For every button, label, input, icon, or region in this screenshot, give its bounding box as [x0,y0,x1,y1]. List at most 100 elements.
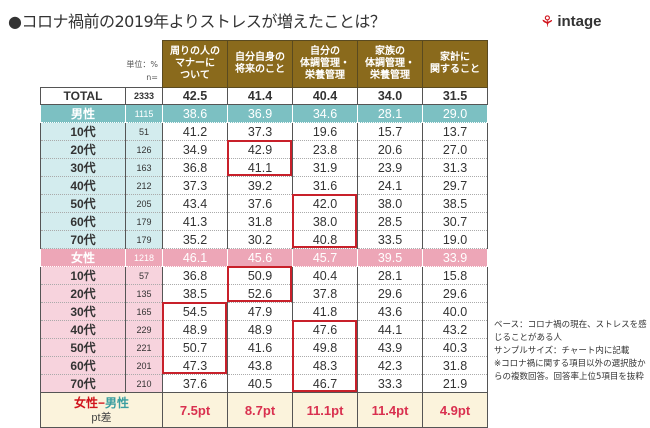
value-cell: 38.0 [357,194,423,213]
row-label: 10代 [40,122,126,141]
value-cell: 47.3 [162,356,228,375]
header-row: 周りの人の マナーに ついて 自分自身の 将来のこと 自分の 体調管理・ 栄養管理 家族の 体調管… [41,40,488,88]
male-age-row: 10代 51 41.2 37.3 19.6 15.7 13.7 [40,122,488,141]
diff-row: 女性−男性 pt差 7.5pt 8.7pt 11.1pt 11.4pt 4.9pt [40,392,488,428]
row-n: 201 [125,356,163,375]
value-cell: 38.5 [422,194,488,213]
value-cell: 40.4 [292,87,358,105]
diff-male: 男性 [105,395,130,410]
diff-value: 7.5pt [162,392,228,428]
diff-value: 11.1pt [292,392,358,428]
value-cell: 41.6 [227,338,293,357]
value-cell: 31.5 [422,87,488,105]
row-label: 男性 [40,104,126,123]
column-header: 自分自身の 将来のこと [227,40,293,88]
value-cell: 28.1 [357,104,423,123]
row-label: 30代 [40,158,126,177]
value-cell: 43.9 [357,338,423,357]
value-cell: 41.2 [162,122,228,141]
female-age-row: 30代 165 54.5 47.9 41.8 43.6 40.0 [40,302,488,321]
row-n: 165 [125,302,163,321]
value-cell: 50.7 [162,338,228,357]
note-base: ベース：コロナ禍の現在、ストレスを感じることがある人 [494,320,647,343]
diff-value: 4.9pt [422,392,488,428]
value-cell: 37.6 [227,194,293,213]
row-n: 179 [125,230,163,249]
value-cell: 36.8 [162,266,228,285]
value-cell: 28.5 [357,212,423,231]
value-cell: 41.4 [227,87,293,105]
intage-logo: ⚘ intage [540,12,602,31]
value-cell: 47.9 [227,302,293,321]
diff-label: 女性−男性 pt差 [40,392,163,428]
value-cell: 24.1 [357,176,423,195]
value-cell: 31.9 [292,158,358,177]
row-n: 212 [125,176,163,195]
value-cell: 31.6 [292,176,358,195]
row-label: 50代 [40,194,126,213]
value-cell: 29.6 [422,284,488,303]
value-cell: 37.6 [162,374,228,393]
value-cell: 15.7 [357,122,423,141]
value-cell: 42.3 [357,356,423,375]
male-age-row: 20代 126 34.9 42.9 23.8 20.6 27.0 [40,140,488,159]
value-cell: 23.8 [292,140,358,159]
row-n: 135 [125,284,163,303]
value-cell: 40.5 [227,374,293,393]
value-cell: 19.6 [292,122,358,141]
value-cell: 29.0 [422,104,488,123]
male-total-row: 男性 1115 38.6 36.9 34.6 28.1 29.0 [40,104,488,123]
value-cell: 23.9 [357,158,423,177]
female-age-row: 20代 135 38.5 52.6 37.8 29.6 29.6 [40,284,488,303]
diff-value: 8.7pt [227,392,293,428]
value-cell: 31.8 [227,212,293,231]
value-cell: 34.6 [292,104,358,123]
value-cell: 38.6 [162,104,228,123]
note-sample: サンプルサイズ：チャート内に記載 [494,346,630,356]
value-cell: 39.5 [357,248,423,267]
diff-value: 11.4pt [357,392,423,428]
female-age-row: 10代 57 36.8 50.9 40.4 28.1 15.8 [40,266,488,285]
male-age-row: 70代 179 35.2 30.2 40.8 33.5 19.0 [40,230,488,249]
column-header: 家族の 体調管理・ 栄養管理 [357,40,423,88]
value-cell: 46.1 [162,248,228,267]
row-label: 40代 [40,320,126,339]
row-n: 229 [125,320,163,339]
row-label: 10代 [40,266,126,285]
value-cell: 29.6 [357,284,423,303]
unit-text: 単位：% [126,60,158,69]
value-cell: 45.7 [292,248,358,267]
value-cell: 36.9 [227,104,293,123]
row-label: 70代 [40,374,126,393]
row-label: 40代 [40,176,126,195]
row-label: 30代 [40,302,126,321]
column-header: 周りの人の マナーに ついて [162,40,228,88]
female-total-row: 女性 1218 46.1 45.6 45.7 39.5 33.9 [40,248,488,267]
value-cell: 34.0 [357,87,423,105]
data-table-wrap: 周りの人の マナーに ついて 自分自身の 将来のこと 自分の 体調管理・ 栄養管理 家族の 体調管… [40,40,488,428]
row-label: 50代 [40,338,126,357]
row-n: 2333 [125,87,163,105]
value-cell: 45.6 [227,248,293,267]
value-cell: 54.5 [162,302,228,321]
row-label: 70代 [40,230,126,249]
value-cell: 43.6 [357,302,423,321]
value-cell: 21.9 [422,374,488,393]
column-header: 自分の 体調管理・ 栄養管理 [292,40,358,88]
row-n: 1115 [125,104,163,123]
value-cell: 52.6 [227,284,293,303]
value-cell: 42.9 [227,140,293,159]
row-label: 20代 [40,140,126,159]
row-n: 221 [125,338,163,357]
survey-table: 周りの人の マナーに ついて 自分自身の 将来のこと 自分の 体調管理・ 栄養管理 家族の 体調管… [40,40,488,428]
row-n: 210 [125,374,163,393]
value-cell: 33.9 [422,248,488,267]
row-n: 205 [125,194,163,213]
value-cell: 42.0 [292,194,358,213]
value-cell: 46.7 [292,374,358,393]
value-cell: 37.3 [227,122,293,141]
value-cell: 37.3 [162,176,228,195]
value-cell: 29.7 [422,176,488,195]
value-cell: 40.4 [292,266,358,285]
value-cell: 37.8 [292,284,358,303]
